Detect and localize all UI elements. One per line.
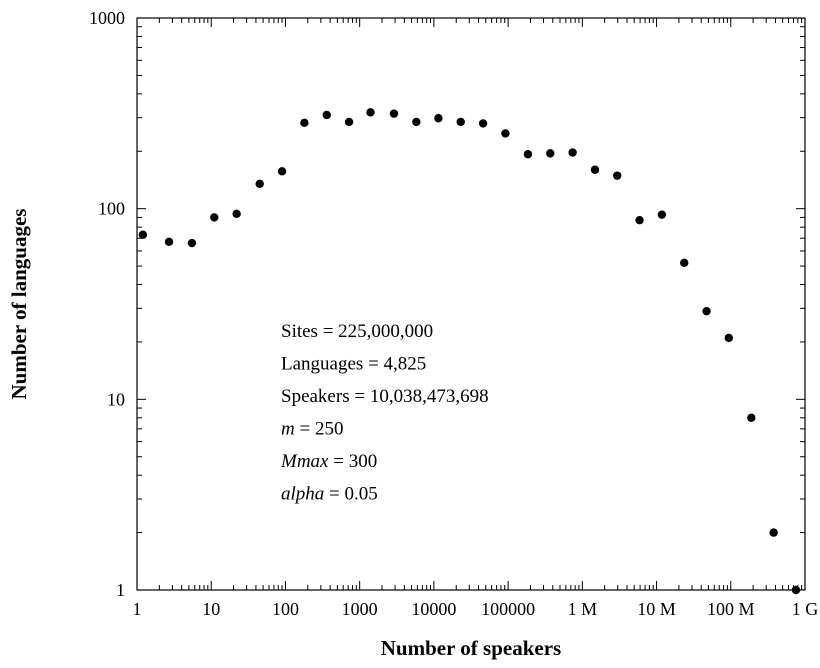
- y-axis-ticks: 1 10 100 1000: [89, 8, 805, 600]
- data-point: [590, 165, 600, 174]
- y-tick-label: 1: [116, 580, 125, 600]
- annotation-value: 225,000,000: [338, 321, 433, 342]
- annotation-value: 0.05: [345, 484, 378, 505]
- data-point: [546, 149, 555, 158]
- annotation-equals: =: [350, 386, 370, 407]
- data-point: [366, 108, 375, 117]
- y-tick-label: 10: [107, 389, 125, 409]
- data-point: [523, 150, 533, 159]
- x-tick-label: 1: [133, 599, 142, 619]
- x-tick-label: 10 M: [637, 599, 676, 619]
- data-point: [322, 110, 331, 120]
- annotation-label: Sites: [281, 321, 318, 342]
- x-tick-label: 1 M: [568, 599, 598, 619]
- data-points: [138, 108, 801, 595]
- data-point: [434, 114, 443, 123]
- x-axis-title: Number of speakers: [381, 636, 561, 660]
- data-point: [791, 585, 801, 595]
- annotation-value: 250: [315, 419, 344, 440]
- annotation-label: Languages: [281, 354, 363, 375]
- data-point: [568, 148, 577, 157]
- data-point: [255, 179, 264, 189]
- x-tick-label: 100: [272, 599, 299, 619]
- x-axis-ticks: 1 10 100 1000 10000 100000 1 M 10 M 100 M 1 G: [133, 18, 819, 619]
- data-point: [769, 528, 778, 537]
- annotation-line: Speakers = 10,038,473,698: [281, 386, 489, 407]
- annotation-value: 10,038,473,698: [370, 386, 489, 407]
- data-point: [501, 129, 510, 138]
- annotation-equals: =: [324, 484, 344, 505]
- annotation-label: alpha: [281, 484, 324, 505]
- data-point: [412, 117, 421, 127]
- data-point: [344, 117, 354, 127]
- annotation-label: Speakers: [281, 386, 350, 407]
- annotation-label: m: [281, 419, 295, 440]
- data-point: [187, 238, 197, 248]
- data-point: [680, 258, 689, 268]
- data-point: [389, 109, 399, 118]
- x-tick-label: 1 G: [792, 599, 819, 619]
- data-point: [232, 209, 241, 218]
- data-point: [724, 333, 733, 343]
- annotation-equals: =: [363, 354, 383, 375]
- data-point: [478, 119, 488, 128]
- data-point: [657, 210, 667, 219]
- annotation-equals: =: [295, 419, 315, 440]
- annotation-line: Mmax = 300: [280, 451, 377, 472]
- annotation-line: m = 250: [281, 419, 343, 440]
- x-tick-label: 10000: [411, 599, 456, 619]
- x-tick-label: 1000: [342, 599, 378, 619]
- data-point: [747, 413, 756, 423]
- data-point: [613, 171, 622, 180]
- data-point: [277, 167, 287, 176]
- annotation-value: 4,825: [384, 354, 427, 375]
- annotation-value: 300: [349, 451, 378, 472]
- annotation-line: Sites = 225,000,000: [281, 321, 433, 342]
- data-point: [300, 118, 309, 128]
- data-point: [635, 215, 644, 225]
- data-point: [164, 237, 174, 247]
- y-tick-label: 1000: [89, 8, 125, 28]
- data-point: [138, 230, 148, 239]
- x-tick-label: 100 M: [707, 599, 755, 619]
- data-point: [456, 117, 465, 127]
- plot-frame: [136, 17, 806, 591]
- data-point: [702, 306, 711, 316]
- annotation-block: Sites = 225,000,000 Languages = 4,825 Spea…: [280, 321, 489, 505]
- annotation-equals: =: [328, 451, 348, 472]
- y-tick-label: 100: [98, 199, 125, 219]
- annotation-line: Languages = 4,825: [281, 354, 426, 375]
- data-point: [210, 213, 219, 222]
- annotation-equals: =: [318, 321, 338, 342]
- y-axis-title: Number of languages: [7, 209, 31, 400]
- annotation-line: alpha = 0.05: [281, 484, 378, 505]
- annotation-label: Mmax: [280, 451, 329, 472]
- x-tick-label: 10: [202, 599, 220, 619]
- x-tick-label: 100000: [481, 599, 535, 619]
